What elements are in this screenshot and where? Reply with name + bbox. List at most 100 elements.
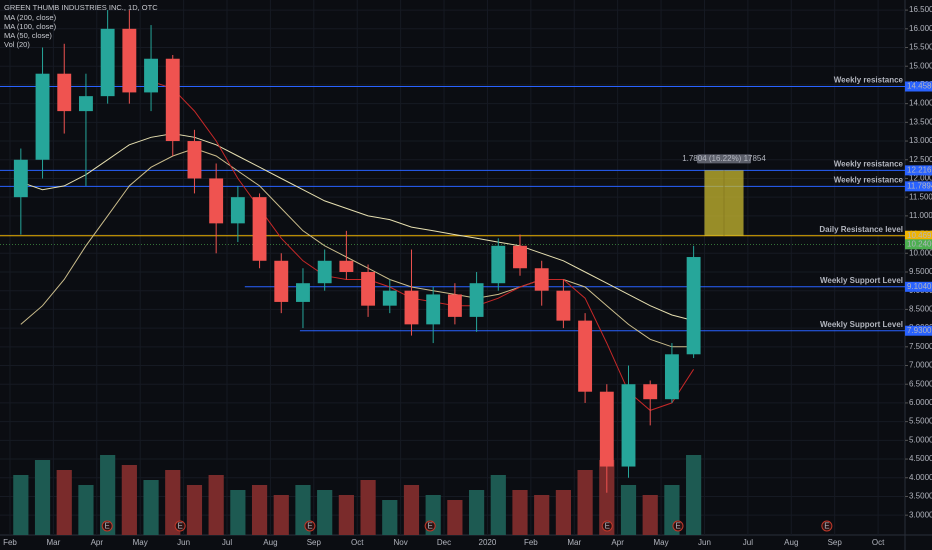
volume-bar — [338, 495, 354, 535]
y-tick-label: 13.5000 — [909, 117, 932, 126]
level-label: Weekly resistance — [834, 175, 904, 184]
candle-body — [274, 260, 289, 302]
ma-line — [20, 147, 694, 348]
x-tick-label: Mar — [46, 538, 60, 547]
y-tick-label: 12.0000 — [909, 174, 932, 183]
x-tick-label: Apr — [91, 538, 104, 547]
x-tick-label: Sep — [828, 538, 843, 547]
price-tag — [905, 281, 932, 292]
x-tick-label: May — [133, 538, 148, 547]
x-tick-label: Mar — [567, 538, 581, 547]
candle-body — [447, 294, 462, 317]
volume-bar — [13, 475, 29, 535]
event-marker — [174, 520, 186, 532]
legend: GREEN THUMB INDUSTRIES INC., 1D, OTC MA … — [4, 3, 158, 49]
level-label: Weekly resistance — [834, 159, 904, 168]
price-tag — [905, 325, 932, 336]
measure-label: 1.7804 (16.22%) 17854 — [682, 154, 766, 163]
candle-body — [209, 178, 224, 224]
x-tick-label: Sep — [307, 538, 322, 547]
y-tick-label: 7.5000 — [909, 342, 932, 351]
price-tag-label: 12.2163 — [907, 165, 932, 174]
volume — [13, 455, 702, 535]
y-tick-label: 16.5000 — [909, 5, 932, 14]
y-tick-label: 3.0000 — [909, 510, 932, 519]
candle-body — [122, 28, 137, 93]
volume-bar — [143, 480, 159, 535]
y-tick-label: 10.0000 — [909, 248, 932, 257]
candle-body — [144, 58, 158, 93]
volume-bar — [534, 495, 550, 535]
event-marker — [101, 520, 113, 532]
level-label: Weekly resistance — [834, 76, 904, 85]
price-tag — [905, 239, 932, 250]
volume-bar — [403, 485, 420, 535]
volume-bar — [642, 495, 658, 535]
volume-bar — [360, 480, 376, 535]
candle-body — [643, 384, 658, 400]
legend-item: Vol (20) — [4, 40, 30, 49]
x-tick-label: Feb — [524, 538, 538, 547]
candle-body — [187, 141, 202, 179]
candle-body — [361, 271, 376, 306]
y-tick-label: 8.5000 — [909, 305, 932, 314]
volume-bar — [121, 465, 137, 535]
x-tick-label: Jun — [698, 538, 711, 547]
event-marker — [424, 520, 436, 532]
x-tick-label: Feb — [3, 538, 17, 547]
volume-bar — [186, 485, 203, 535]
y-tick-label: 4.5000 — [909, 454, 932, 463]
y-tick-label: 14.0000 — [909, 99, 932, 108]
price-tag — [905, 181, 932, 192]
level-label: Daily Resistance level — [819, 225, 903, 234]
volume-bar — [468, 490, 485, 535]
y-tick-label: 15.0000 — [909, 61, 932, 70]
candle-body — [599, 391, 614, 467]
y-tick-label: 6.5000 — [909, 379, 932, 388]
level-label: Weekly Support Level — [820, 276, 903, 285]
measure-tag — [697, 154, 751, 164]
ma-line — [20, 133, 694, 322]
event-label: E — [675, 522, 680, 531]
price-tag-label: 7.9300 — [907, 326, 932, 335]
x-tick-label: Jul — [222, 538, 232, 547]
y-tick-label: 5.5000 — [909, 417, 932, 426]
y-tick-label: 11.0000 — [909, 211, 932, 220]
candle-body — [339, 260, 354, 272]
x-tick-label: Jun — [177, 538, 190, 547]
y-tick-label: 6.0000 — [909, 398, 932, 407]
y-tick-label: 7.0000 — [909, 361, 932, 370]
volume-bar — [599, 460, 615, 535]
volume-bar — [555, 490, 571, 535]
x-tick-label: Aug — [784, 538, 798, 547]
candle-body — [491, 245, 506, 284]
y-tick-label: 11.5000 — [909, 192, 932, 201]
candle-body — [556, 290, 571, 321]
event-label: E — [105, 522, 110, 531]
volume-bar — [78, 485, 94, 535]
y-tick-label: 4.0000 — [909, 473, 932, 482]
y-tick-label: 16.0000 — [909, 24, 932, 33]
x-tick-label: Oct — [351, 538, 364, 547]
candle-body — [534, 268, 549, 291]
volume-bar — [230, 490, 246, 535]
event-label: E — [824, 522, 829, 531]
legend-item: MA (50, close) — [4, 31, 52, 40]
event-label: E — [427, 522, 432, 531]
candle-body — [469, 283, 484, 317]
volume-bar — [686, 455, 702, 535]
price-tag — [905, 165, 932, 176]
event-marker — [304, 520, 316, 532]
y-tick-label: 12.5000 — [909, 155, 932, 164]
volume-bar — [512, 490, 528, 535]
y-tick-label: 3.5000 — [909, 492, 932, 501]
candle-body — [578, 320, 593, 392]
event-label: E — [605, 522, 610, 531]
volume-bar — [577, 470, 593, 535]
event-marker — [821, 520, 833, 532]
candle-body — [78, 96, 93, 112]
price-tag-label: 9.1040 — [907, 282, 932, 291]
volume-bar — [251, 485, 268, 535]
level-label: Weekly Support Level — [820, 320, 903, 329]
